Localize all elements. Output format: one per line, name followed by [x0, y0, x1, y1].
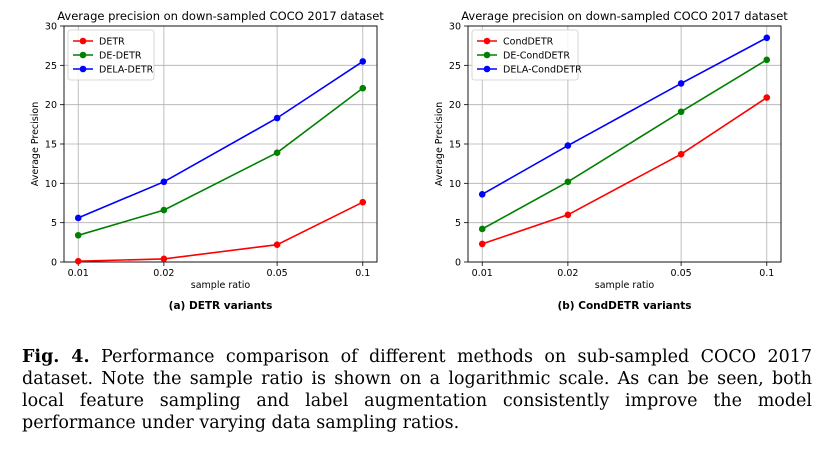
data-point [273, 241, 281, 248]
x-tick-label: 0.02 [557, 268, 578, 279]
x-tick-label: 0.1 [355, 268, 370, 279]
x-tick-label: 0.1 [759, 268, 774, 279]
y-tick-label: 15 [45, 140, 57, 151]
y-tick-label: 20 [45, 100, 57, 111]
series-line-1 [481, 96, 768, 245]
legend-box [67, 29, 155, 81]
data-point [564, 211, 572, 219]
data-point [564, 142, 572, 149]
legend-label: DETR [99, 37, 125, 48]
chart-panel-2: 0 5 10 15 20 25 30 0.01 0.02 0.05 0.1 Average preci… [434, 9, 788, 312]
data-point [763, 94, 771, 101]
legend-marker [483, 51, 491, 59]
data-point [74, 231, 82, 239]
legend: CondDETR DE-CondDETR DELA-CondDETR [471, 29, 582, 81]
series-line-1 [78, 201, 364, 262]
y-axis-label: Average Precision [30, 102, 41, 186]
legend-label: CondDETR [503, 37, 554, 48]
y-tick-label: 10 [449, 179, 461, 190]
legend-box [471, 29, 579, 81]
y-tick-label: 5 [51, 218, 57, 229]
series-line-3 [77, 60, 364, 219]
figure-canvas: 0 5 10 15 20 25 30 0.01 0.02 0.05 0.1 Average preci… [30, 9, 788, 312]
y-tick-label: 25 [449, 61, 461, 72]
y-tick-label: 30 [449, 22, 461, 33]
series-line-2 [77, 87, 364, 237]
chart-title: Average precision on down-sampled COCO 2… [461, 9, 788, 23]
data-point [478, 240, 486, 248]
y-tick-label: 30 [45, 22, 57, 33]
data-point [677, 108, 685, 116]
data-point [763, 34, 771, 42]
caption-text: Performance comparison of different meth… [22, 347, 812, 433]
data-point [74, 214, 82, 222]
caption-label: Fig. 4. [22, 347, 90, 367]
data-point [160, 255, 168, 263]
data-point [359, 198, 367, 206]
data-point [478, 191, 486, 198]
data-point [359, 84, 367, 92]
x-tick-label: 0.01 [68, 268, 89, 279]
x-axis-label: sample ratio [595, 280, 655, 291]
subcaption: (a) DETR variants [169, 300, 273, 312]
figure-caption: Fig. 4. Performance comparison of differ… [22, 346, 812, 434]
data-point [478, 225, 486, 233]
chart-panel-1: 0 5 10 15 20 25 30 0.01 0.02 0.05 0.1 Average preci… [30, 9, 384, 312]
data-point [273, 149, 281, 156]
legend-label: DE-DETR [99, 51, 142, 62]
data-point [359, 58, 367, 65]
data-point [160, 206, 168, 214]
subcaption: (b) CondDETR variants [557, 300, 691, 312]
y-tick-label: 0 [51, 258, 57, 269]
y-tick-label: 25 [45, 61, 57, 72]
legend-marker [483, 65, 491, 73]
legend-marker [79, 65, 87, 73]
data-point [74, 257, 82, 265]
x-axis-label: sample ratio [191, 280, 251, 291]
data-point [677, 80, 685, 87]
legend-marker [79, 51, 87, 59]
series-line-3 [481, 37, 768, 195]
data-point [677, 150, 685, 158]
legend-marker [79, 37, 87, 45]
x-tick-label: 0.05 [671, 268, 692, 279]
y-tick-label: 20 [449, 100, 461, 111]
y-tick-label: 0 [455, 258, 461, 269]
data-point [273, 114, 281, 122]
y-tick-label: 5 [455, 218, 461, 229]
data-point [564, 178, 572, 186]
data-point [160, 178, 168, 186]
y-tick-label: 10 [45, 179, 57, 190]
y-tick-label: 15 [449, 140, 461, 151]
x-tick-label: 0.02 [153, 268, 174, 279]
legend: DETR DE-DETR DELA-DETR [67, 29, 155, 81]
legend-label: DE-CondDETR [503, 51, 570, 62]
y-axis-label: Average Precision [434, 102, 445, 186]
series-line-2 [481, 59, 768, 230]
x-tick-label: 0.01 [472, 268, 493, 279]
legend-marker [483, 37, 491, 45]
legend-label: DELA-CondDETR [503, 65, 582, 76]
legend-label: DELA-DETR [99, 65, 154, 76]
x-tick-label: 0.05 [267, 268, 288, 279]
data-point [763, 56, 771, 64]
chart-title: Average precision on down-sampled COCO 2… [57, 9, 384, 23]
